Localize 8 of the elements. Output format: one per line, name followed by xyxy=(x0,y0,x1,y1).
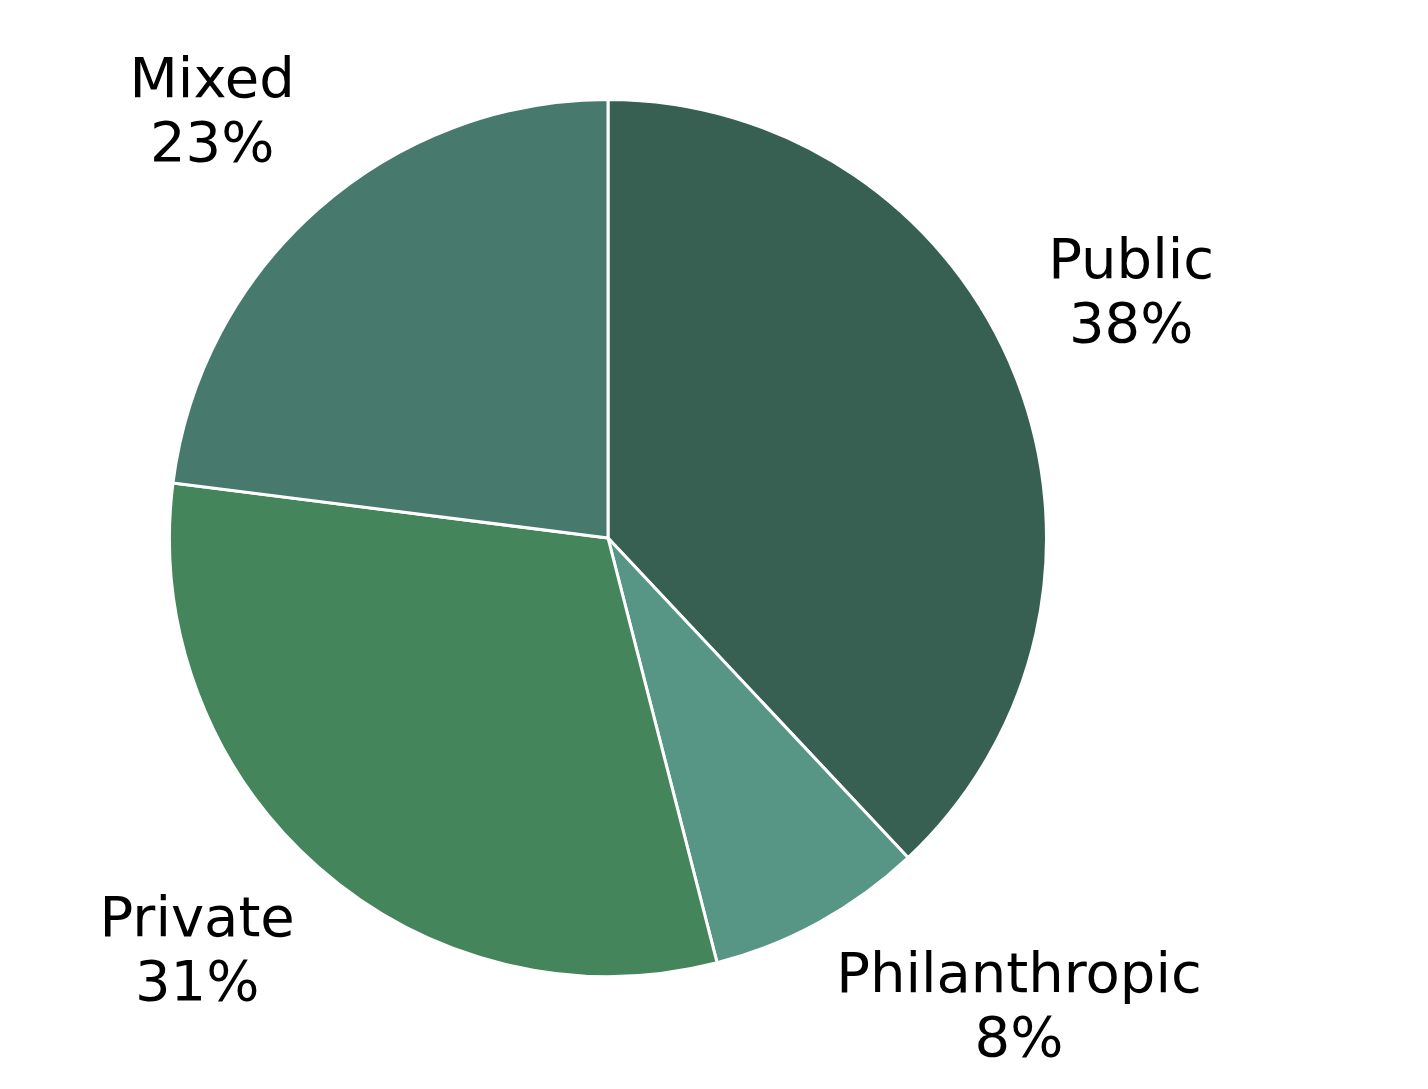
data-label: 23% xyxy=(149,109,275,175)
data-label: 8% xyxy=(974,1003,1064,1069)
slice-label: Mixed xyxy=(129,45,295,111)
data-label: 38% xyxy=(1068,290,1194,356)
slice-label: Public xyxy=(1048,226,1215,292)
slice-label: Philanthropic xyxy=(836,939,1202,1005)
data-label: 31% xyxy=(134,947,260,1013)
slice-label: Private xyxy=(99,883,295,949)
